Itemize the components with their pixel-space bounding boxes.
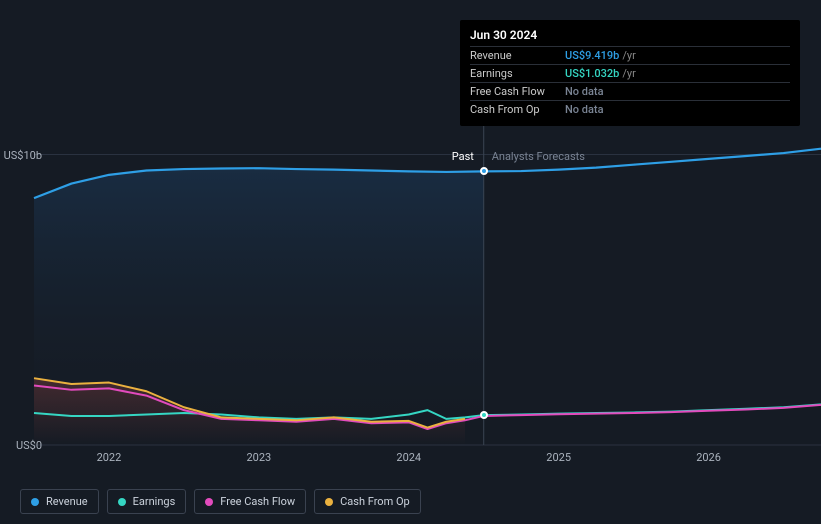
tooltip-row-value: No data — [565, 85, 604, 98]
legend-item-cash_from_op[interactable]: Cash From Op — [314, 489, 421, 514]
legend-item-free_cash_flow[interactable]: Free Cash Flow — [194, 489, 306, 514]
tooltip-row: RevenueUS$9.419b/yr — [470, 46, 790, 64]
legend-dot-icon — [118, 498, 126, 506]
legend-item-earnings[interactable]: Earnings — [107, 489, 187, 514]
tooltip-row-value: US$9.419b — [565, 49, 619, 62]
tooltip-row-unit: /yr — [622, 67, 635, 80]
forecast-label: Analysts Forecasts — [492, 150, 585, 163]
legend-label: Revenue — [46, 495, 88, 508]
tooltip-row-label: Free Cash Flow — [470, 85, 565, 98]
x-axis-label: 2023 — [246, 451, 271, 464]
legend-dot-icon — [205, 498, 213, 506]
x-axis-label: 2026 — [696, 451, 721, 464]
marker-earnings — [480, 411, 488, 419]
tooltip: Jun 30 2024 RevenueUS$9.419b/yrEarningsU… — [460, 20, 800, 126]
legend-dot-icon — [325, 498, 333, 506]
y-axis-label: US$0 — [16, 439, 42, 452]
legend-item-revenue[interactable]: Revenue — [20, 489, 99, 514]
legend: Revenue Earnings Free Cash Flow Cash From O… — [20, 489, 421, 514]
tooltip-title: Jun 30 2024 — [470, 28, 790, 42]
tooltip-row-value: No data — [565, 103, 604, 116]
x-axis-label: 2022 — [97, 451, 122, 464]
tooltip-row-value: US$1.032b — [565, 67, 619, 80]
tooltip-row-label: Cash From Op — [470, 103, 565, 116]
tooltip-row: EarningsUS$1.032b/yr — [470, 64, 790, 82]
past-label: Past — [452, 150, 474, 163]
tooltip-row: Cash From OpNo data — [470, 100, 790, 118]
x-axis-label: 2024 — [396, 451, 421, 464]
tooltip-row-label: Revenue — [470, 49, 565, 62]
x-axis-label: 2025 — [546, 451, 571, 464]
y-axis-label: US$10b — [4, 149, 42, 162]
legend-label: Free Cash Flow — [220, 495, 295, 508]
legend-label: Earnings — [133, 495, 176, 508]
tooltip-row-label: Earnings — [470, 67, 565, 80]
marker-revenue — [480, 167, 488, 175]
legend-label: Cash From Op — [340, 495, 410, 508]
tooltip-row-unit: /yr — [622, 49, 635, 62]
tooltip-row: Free Cash FlowNo data — [470, 82, 790, 100]
legend-dot-icon — [31, 498, 39, 506]
